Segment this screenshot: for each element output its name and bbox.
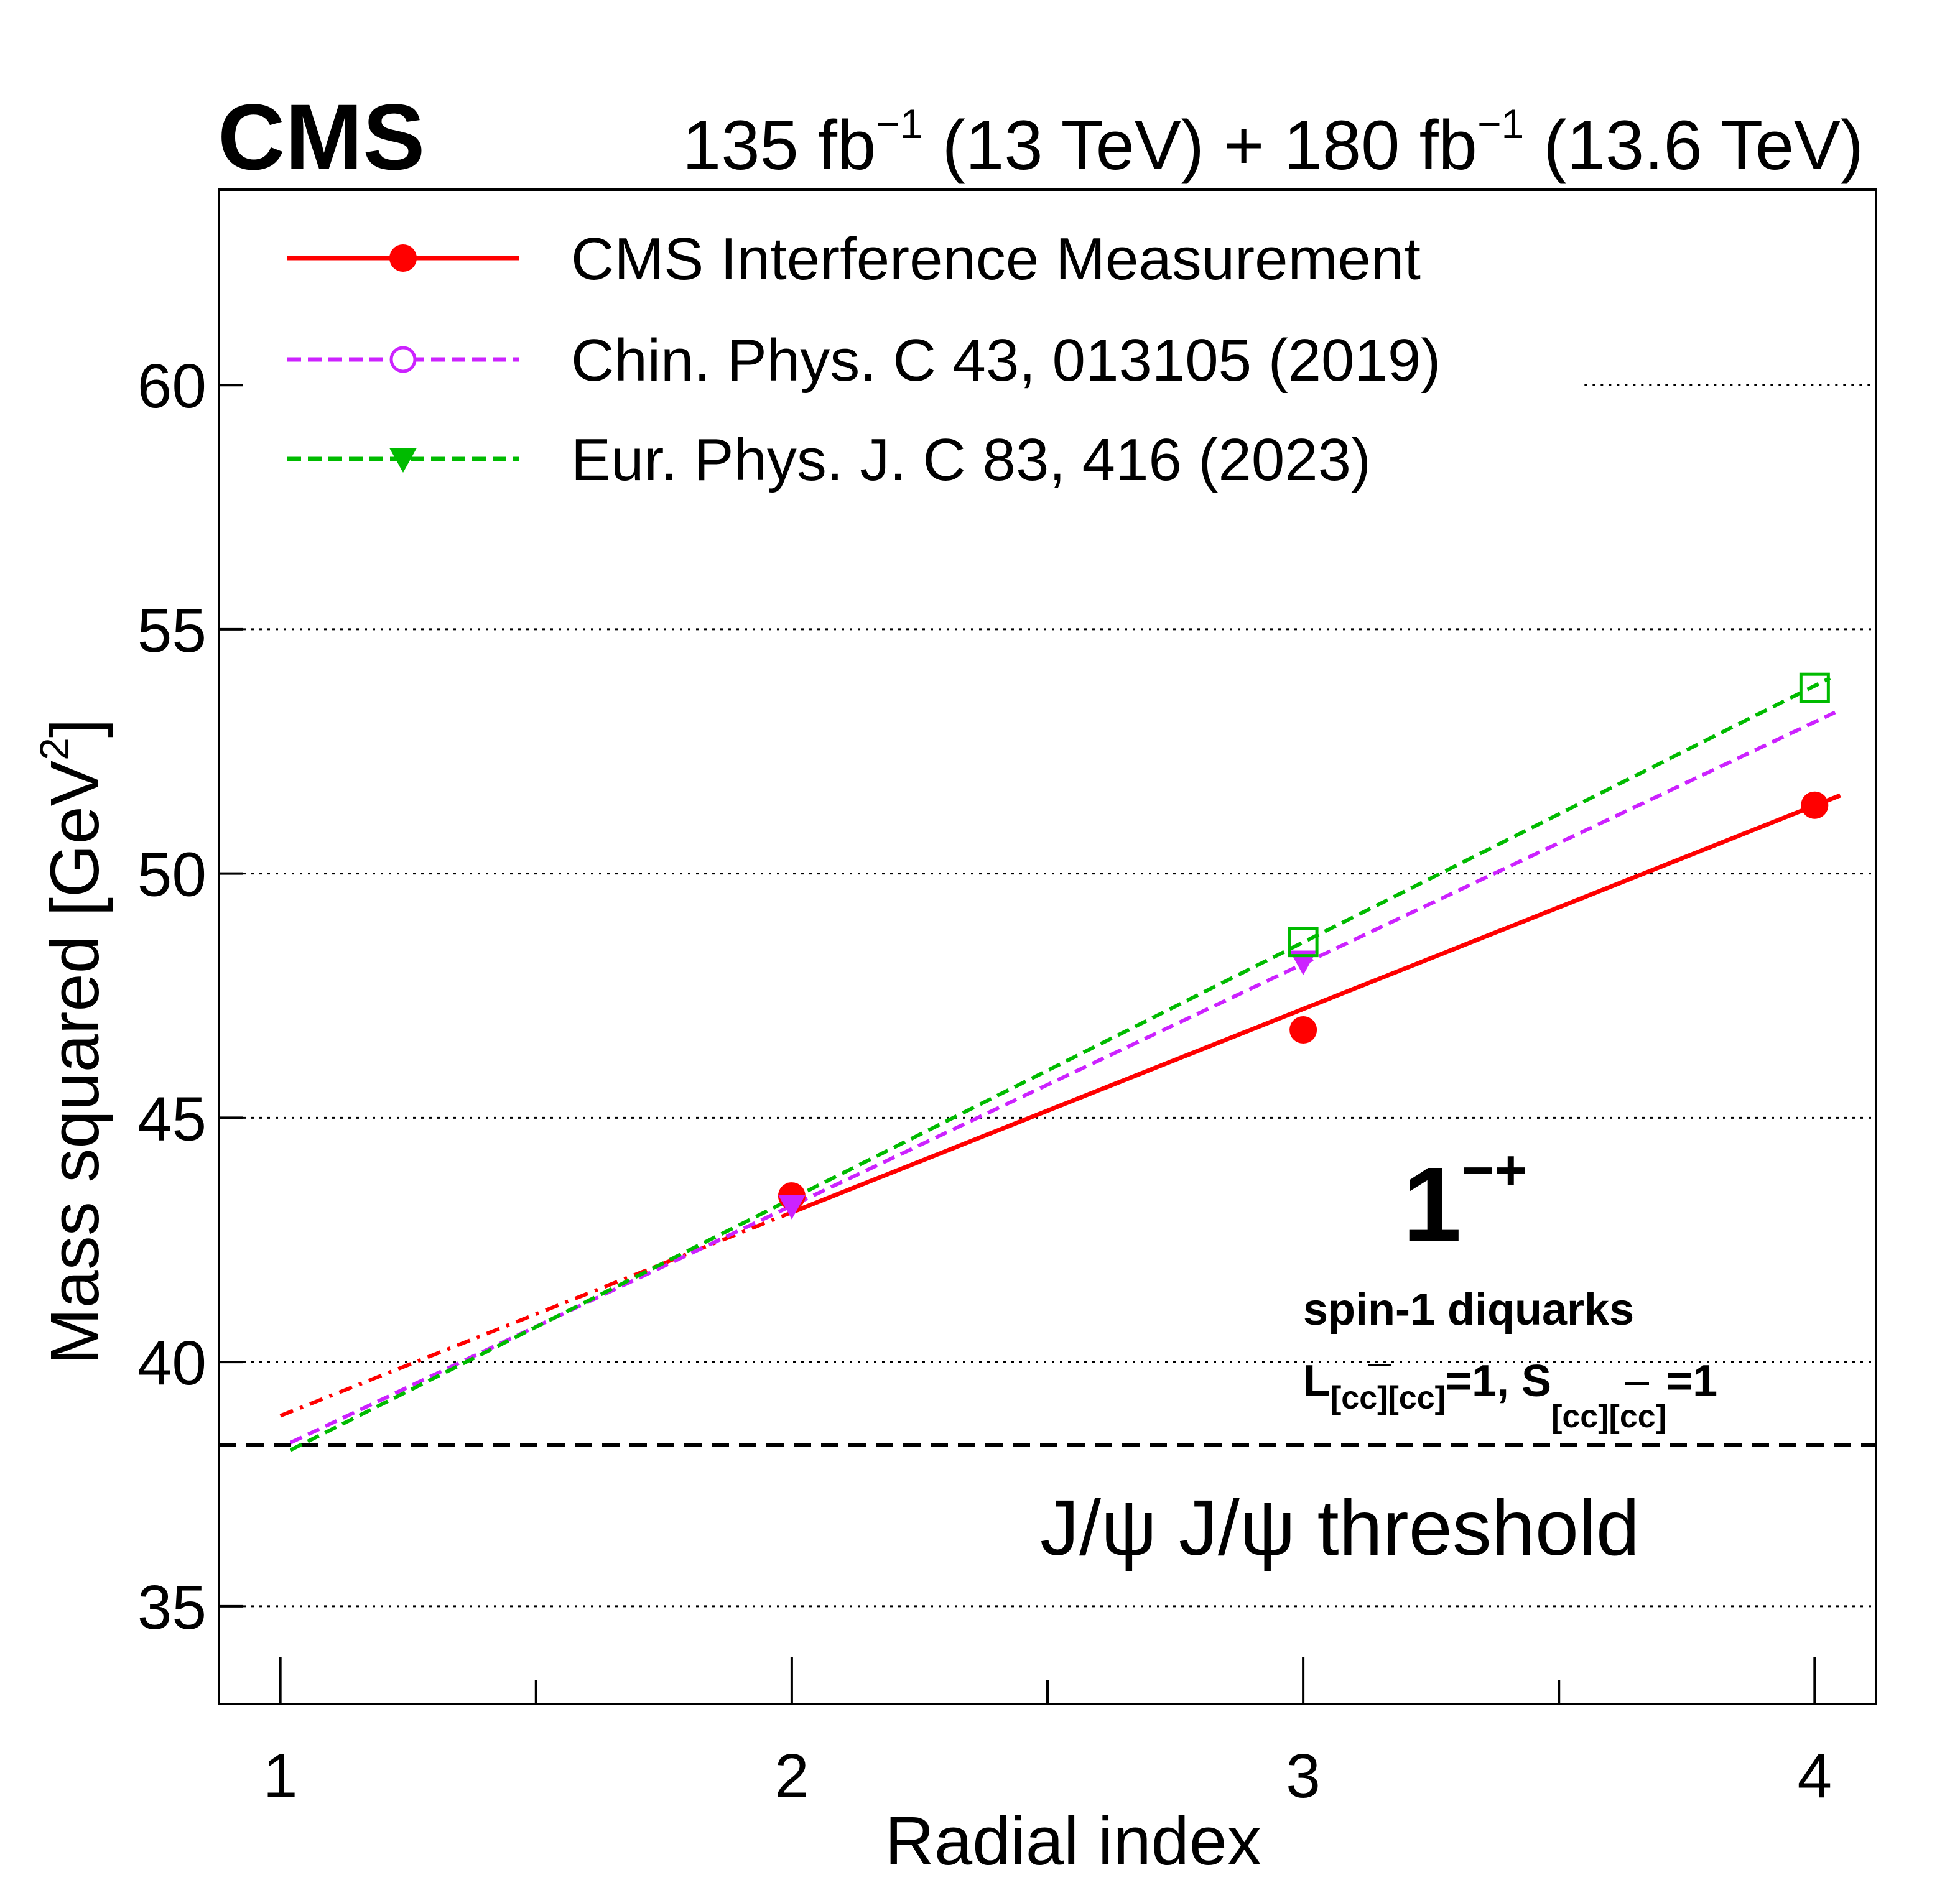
y-tick-label-50: 50 — [137, 840, 207, 910]
quantum-numbers-note: L[cc][cc]=1, S[cc][cc]=1 — [1303, 1356, 1717, 1435]
data-points — [778, 672, 1830, 1220]
legend-marker-1 — [389, 346, 417, 373]
fit-line-1 — [289, 710, 1836, 1445]
x-tick-label-4: 4 — [1798, 1741, 1832, 1811]
data-point-0-1 — [1289, 1016, 1317, 1044]
y-tick-label-35: 35 — [137, 1573, 207, 1642]
axis-ticks — [219, 384, 1816, 1704]
x-tick-label-2: 2 — [774, 1741, 809, 1811]
jpc-superscript: −+ — [1462, 1139, 1527, 1202]
data-point-2-0 — [1288, 927, 1319, 958]
legend: CMS Interference Measurement Chin. Phys. … — [287, 226, 1441, 493]
tick-labels: 35 40 45 50 55 60 1 2 3 4 — [137, 351, 1832, 1811]
jpc-label: 1 — [1403, 1146, 1462, 1264]
legend-label-2: Eur. Phys. J. C 83, 416 (2023) — [571, 427, 1371, 493]
plot-frame — [218, 188, 1877, 1705]
experiment-label: CMS — [218, 85, 425, 189]
y-axis-label: Mass squared [GeV2] — [31, 719, 113, 1365]
fit-lines — [279, 676, 1841, 1452]
y-tick-label-60: 60 — [137, 351, 207, 421]
y-tick-label-45: 45 — [137, 1084, 207, 1154]
jpc-annotation: 1 −+ spin-1 diquarks L[cc][cc]=1, S[cc][… — [1303, 1139, 1717, 1435]
luminosity-label: 135 fb−1 (13 TeV) + 180 fb−1 (13.6 TeV) — [682, 101, 1864, 184]
x-tick-label-1: 1 — [263, 1741, 298, 1811]
data-point-1-0 — [778, 1195, 806, 1220]
legend-label-0: CMS Interference Measurement — [571, 226, 1421, 292]
data-point-2-1 — [1799, 672, 1830, 703]
y-tick-label-55: 55 — [137, 596, 207, 665]
y-tick-label-40: 40 — [137, 1328, 207, 1398]
fit-extrapolation-0 — [279, 1210, 792, 1418]
y-gridlines — [219, 384, 1876, 1608]
fit-line-0 — [791, 793, 1841, 1215]
data-point-0-2 — [1801, 791, 1829, 819]
threshold-label: J/ψ J/ψ threshold — [1040, 1484, 1640, 1572]
legend-marker-0 — [389, 244, 417, 272]
fit-line-2 — [289, 676, 1831, 1452]
x-tick-label-3: 3 — [1286, 1741, 1321, 1811]
legend-label-1: Chin. Phys. C 43, 013105 (2019) — [571, 327, 1441, 394]
x-axis-label: Radial index — [885, 1803, 1261, 1879]
diquark-note: spin-1 diquarks — [1303, 1285, 1634, 1335]
legend-marker-2 — [389, 448, 417, 473]
